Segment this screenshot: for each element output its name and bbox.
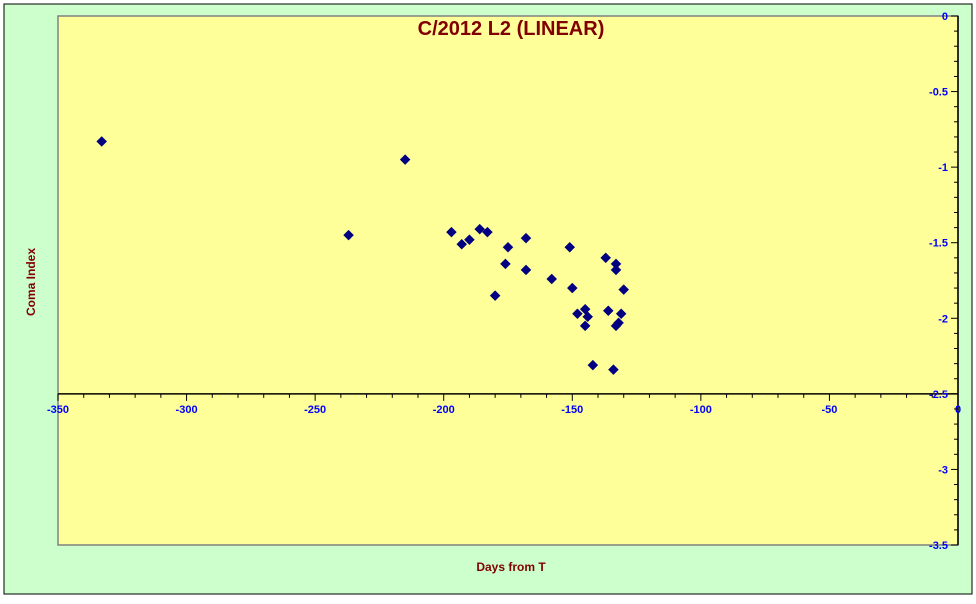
data-point [602,305,614,317]
y-tick-label: -1.5 [929,238,948,250]
data-point [600,252,612,264]
y-tick-label: -2.5 [929,389,948,401]
y-axis-title: Coma Index [24,248,38,316]
x-tick-label: -350 [47,404,69,416]
data-point [520,264,532,276]
data-point [500,258,511,270]
chart-title: C/2012 L2 (LINEAR) [418,18,605,40]
y-tick-label: -0.5 [929,87,948,99]
data-point [489,290,501,301]
data-point [474,223,486,235]
x-axis-ticks: -350 -300 -250 -200 -150 -100 -50 0 [47,393,961,416]
y-tick-label: -1 [938,162,948,174]
x-tick-label: 0 [955,404,961,416]
data-point [579,320,591,332]
data-point [613,317,624,329]
y-axis-ticks: 0 -0.5 -1 -1.5 -2 -2.5 -3 -3.5 [929,11,958,552]
x-tick-label: -100 [690,404,712,416]
x-tick-label: -200 [433,404,455,416]
data-point [566,282,578,294]
data-point [456,238,468,250]
y-tick-label: 0 [942,11,948,23]
x-tick-label: -250 [304,404,326,416]
data-point [464,234,475,246]
x-axis-title: Days from T [476,560,546,574]
y-tick-label: -3 [938,464,948,476]
data-point [343,229,354,241]
data-point [587,359,599,371]
plot-area [57,15,959,546]
x-tick-label: -150 [561,404,583,416]
x-tick-label: -300 [176,404,198,416]
data-point [564,241,576,253]
data-point [546,273,558,285]
axes [58,16,959,545]
data-point [502,241,514,253]
data-point [618,284,630,295]
data-point [482,226,493,238]
data-point [572,308,583,320]
data-point [520,232,532,244]
data-point [582,311,594,323]
y-tick-label: -2 [938,313,948,325]
data-point [446,226,457,238]
x-tick-label: -50 [821,404,837,416]
data-point [615,308,627,320]
y-tick-label: -3.5 [929,540,948,552]
data-point [610,264,622,276]
data-point [96,136,108,147]
data-points [96,136,630,376]
data-point [399,154,411,165]
data-point [608,364,619,376]
